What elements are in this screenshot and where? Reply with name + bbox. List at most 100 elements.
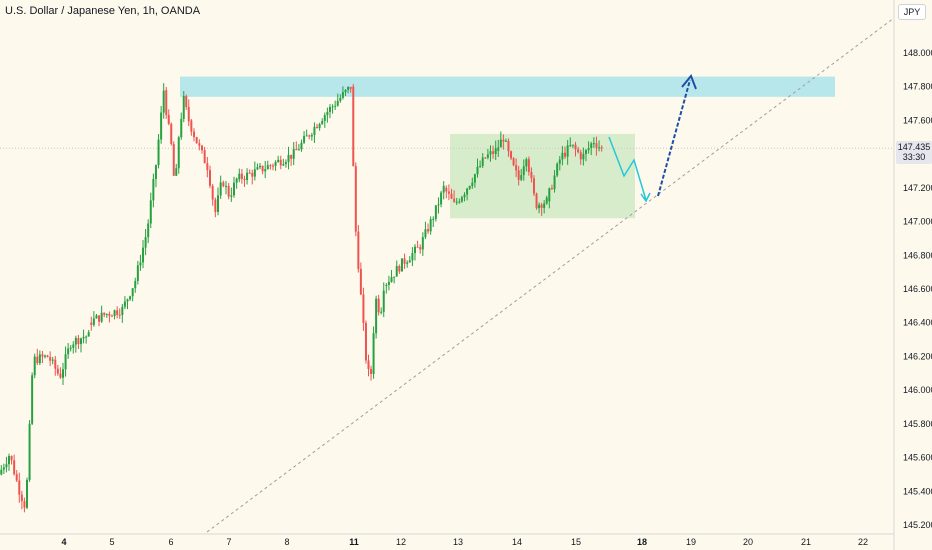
candle-body — [227, 185, 230, 197]
candle-body — [590, 143, 593, 149]
candle-body — [54, 359, 57, 369]
candle-body — [408, 260, 411, 263]
candle-body — [530, 172, 533, 179]
candle-body — [144, 237, 147, 248]
candle-body — [240, 173, 243, 179]
candle-body — [331, 106, 334, 108]
candle-body — [41, 354, 44, 357]
price-tick-label: 147.200 — [903, 183, 932, 193]
candle-body — [233, 182, 235, 196]
candle-body — [398, 266, 401, 272]
candle-body — [190, 120, 193, 132]
candle-body — [473, 174, 476, 183]
time-tick-label: 4 — [61, 537, 66, 547]
candle-body — [453, 198, 456, 202]
time-tick-label: 18 — [637, 537, 647, 547]
candle-body — [359, 268, 362, 295]
time-tick-label: 21 — [801, 537, 811, 547]
candle-body — [157, 139, 160, 166]
candle-body — [170, 123, 173, 144]
candle-body — [336, 100, 339, 106]
price-tick-label: 148.000 — [903, 48, 932, 58]
candle-body — [203, 150, 206, 164]
candle-body — [313, 126, 316, 136]
candle-body — [432, 218, 435, 220]
candle-body — [344, 89, 347, 93]
candle-body — [328, 107, 331, 112]
candle-body — [182, 96, 185, 119]
candle-body — [142, 247, 145, 263]
candle-body — [520, 175, 523, 180]
candle-body — [129, 296, 132, 300]
resistance-zone — [180, 76, 835, 97]
candle-body — [8, 456, 10, 465]
candle-body — [347, 86, 350, 90]
candle-body — [507, 140, 510, 152]
currency-label[interactable]: JPY — [898, 4, 926, 20]
candle-body — [126, 299, 129, 302]
candle-body — [502, 139, 505, 142]
price-tick-label: 145.800 — [903, 419, 932, 429]
candle-body — [323, 115, 326, 121]
candle-body — [90, 322, 93, 325]
candle-body — [284, 161, 287, 165]
candle-body — [471, 182, 474, 187]
candle-body — [458, 201, 461, 203]
candle-body — [466, 188, 469, 195]
candle-body — [579, 152, 582, 160]
chart-title: U.S. Dollar / Japanese Yen, 1h, OANDA — [5, 5, 201, 17]
candle-body — [95, 315, 98, 319]
price-tick-label: 146.000 — [903, 385, 932, 395]
candle-body — [512, 158, 515, 166]
candle-body — [364, 323, 367, 361]
candle-body — [527, 159, 530, 173]
candle-body — [558, 159, 561, 164]
candle-body — [2, 467, 5, 470]
candle-body — [566, 145, 569, 157]
candle-body — [339, 97, 342, 101]
candle-body — [598, 147, 601, 149]
price-tick-label: 145.400 — [903, 486, 932, 496]
candle-body — [201, 145, 203, 151]
candle-body — [297, 149, 300, 151]
candle-body — [489, 151, 492, 155]
candle-body — [382, 290, 385, 312]
candle-body — [167, 114, 170, 124]
price-tick-label: 147.600 — [903, 115, 932, 125]
candle-body — [59, 373, 62, 378]
candle-body — [492, 151, 495, 154]
candle-body — [51, 359, 54, 361]
candle-body — [211, 185, 214, 200]
candle-body — [550, 188, 553, 190]
candle-body — [334, 105, 337, 107]
candle-body — [515, 165, 518, 171]
candle-body — [548, 188, 551, 202]
price-tick-label: 145.600 — [903, 453, 932, 463]
candle-body — [460, 197, 463, 202]
projected-path-up — [657, 79, 691, 197]
bar-countdown: 33:30 — [902, 152, 926, 162]
projected-path-up-arrowhead — [681, 74, 697, 90]
time-tick-label: 7 — [226, 537, 231, 547]
candle-body — [545, 197, 548, 204]
candle-body — [308, 135, 311, 137]
candle-body — [419, 247, 422, 250]
candle-body — [160, 112, 163, 140]
candle-body — [162, 90, 165, 113]
candle-body — [421, 237, 424, 250]
candle-body — [264, 169, 267, 172]
candle-body — [463, 194, 466, 198]
candle-body — [98, 315, 101, 322]
candle-body — [486, 154, 489, 158]
candle-body — [180, 118, 183, 138]
candle-body — [584, 150, 587, 154]
candle-body — [15, 474, 18, 481]
candle-body — [20, 494, 23, 502]
candle-body — [67, 348, 70, 355]
candle-body — [400, 258, 403, 272]
candle-body — [5, 464, 8, 468]
candle-body — [80, 338, 82, 345]
time-tick-label: 5 — [109, 537, 114, 547]
